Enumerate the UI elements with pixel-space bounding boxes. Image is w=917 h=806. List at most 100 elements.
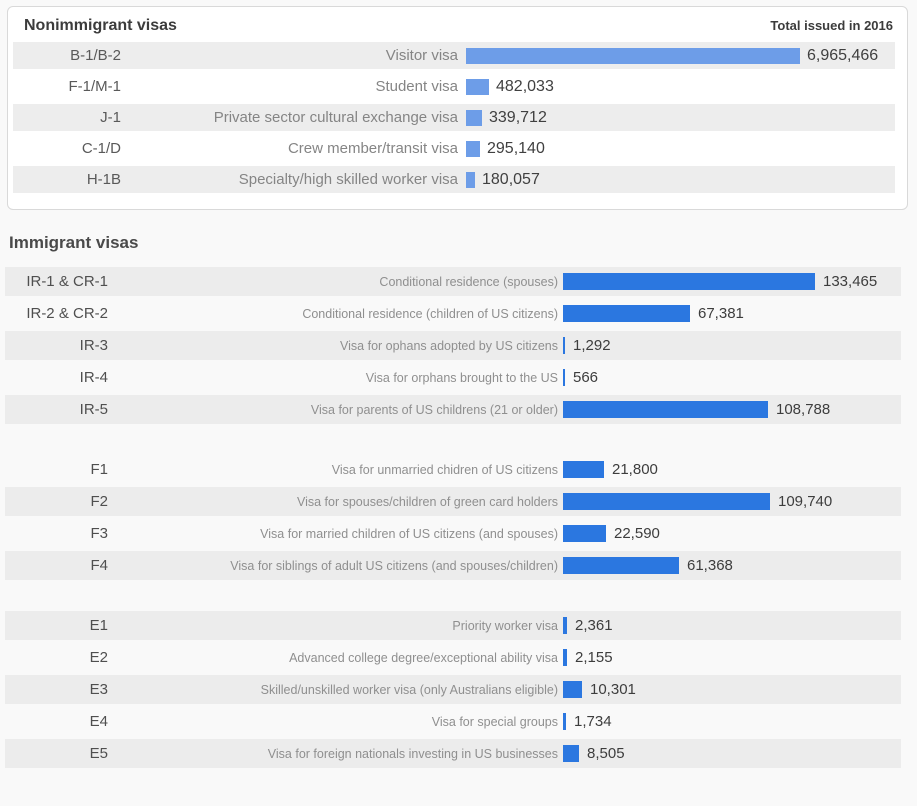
visa-bar bbox=[563, 273, 815, 290]
total-issued-note: Total issued in 2016 bbox=[770, 18, 893, 33]
visa-value: 61,368 bbox=[687, 557, 733, 574]
visa-bar bbox=[466, 172, 475, 188]
visa-description: Conditional residence (children of US ci… bbox=[108, 307, 558, 321]
visa-row: E5Visa for foreign nationals investing i… bbox=[5, 739, 901, 768]
visa-code-label: E2 bbox=[5, 649, 108, 666]
visa-row: E1Priority worker visa 2,361 bbox=[5, 611, 901, 640]
visa-value: 1,734 bbox=[574, 713, 612, 730]
visa-code-label: F2 bbox=[5, 493, 108, 510]
visa-bar bbox=[563, 617, 567, 634]
visa-bar bbox=[563, 649, 567, 666]
visa-value: 482,033 bbox=[496, 78, 554, 96]
visa-description: Visa for married children of US citizens… bbox=[108, 527, 558, 541]
visa-description: Visa for orphans brought to the US bbox=[108, 371, 558, 385]
visa-row: IR-4Visa for orphans brought to the US 56… bbox=[5, 363, 901, 392]
visa-description: Student visa bbox=[121, 78, 458, 95]
visa-description: Crew member/transit visa bbox=[121, 140, 458, 157]
visa-bar bbox=[563, 557, 679, 574]
visa-code-label: IR-1 & CR-1 bbox=[5, 273, 108, 290]
visa-code-label: F4 bbox=[5, 557, 108, 574]
visa-row: F3Visa for married children of US citize… bbox=[5, 519, 901, 548]
visa-code-label: E4 bbox=[5, 713, 108, 730]
visa-code-label: IR-5 bbox=[5, 401, 108, 418]
nonimmigrant-panel: Nonimmigrant visas Total issued in 2016 … bbox=[7, 6, 908, 210]
visa-description: Visa for unmarried chidren of US citizen… bbox=[108, 463, 558, 477]
visa-code-label: B-1/B-2 bbox=[13, 47, 121, 64]
visa-row: C-1/DCrew member/transit visa 295,140 bbox=[13, 135, 895, 162]
visa-row: F4Visa for siblings of adult US citizens… bbox=[5, 551, 901, 580]
visa-description: Visa for siblings of adult US citizens (… bbox=[108, 559, 558, 573]
visa-group-ir: IR-1 & CR-1Conditional residence (spouse… bbox=[5, 267, 901, 424]
visa-row: IR-5Visa for parents of US childrens (21… bbox=[5, 395, 901, 424]
visa-bar bbox=[563, 713, 566, 730]
visa-code-label: IR-2 & CR-2 bbox=[5, 305, 108, 322]
visa-code-label: C-1/D bbox=[13, 140, 121, 157]
visa-value: 67,381 bbox=[698, 305, 744, 322]
visa-code-label: IR-4 bbox=[5, 369, 108, 386]
visa-description: Visa for special groups bbox=[108, 715, 558, 729]
visa-row: B-1/B-2Visitor visa 6,965,466 bbox=[13, 42, 895, 69]
nonimmigrant-title: Nonimmigrant visas bbox=[24, 17, 177, 35]
visa-bar bbox=[563, 461, 604, 478]
visa-description: Advanced college degree/exceptional abil… bbox=[108, 651, 558, 665]
visa-code-label: F3 bbox=[5, 525, 108, 542]
visa-value: 108,788 bbox=[776, 401, 830, 418]
visa-description: Visa for foreign nationals investing in … bbox=[108, 747, 558, 761]
visa-bar bbox=[563, 401, 768, 418]
visa-statistics-page: Nonimmigrant visas Total issued in 2016 … bbox=[0, 0, 917, 806]
visa-value: 339,712 bbox=[489, 109, 547, 127]
visa-description: Skilled/unskilled worker visa (only Aust… bbox=[108, 683, 558, 697]
visa-bar bbox=[466, 141, 480, 157]
visa-value: 133,465 bbox=[823, 273, 877, 290]
visa-row: J-1Private sector cultural exchange visa… bbox=[13, 104, 895, 131]
visa-row: F2Visa for spouses/children of green car… bbox=[5, 487, 901, 516]
visa-description: Visitor visa bbox=[121, 47, 458, 64]
visa-value: 566 bbox=[573, 369, 598, 386]
visa-value: 109,740 bbox=[778, 493, 832, 510]
visa-bar bbox=[563, 337, 565, 354]
visa-value: 10,301 bbox=[590, 681, 636, 698]
visa-bar bbox=[466, 110, 482, 126]
visa-row: E3Skilled/unskilled worker visa (only Au… bbox=[5, 675, 901, 704]
visa-value: 1,292 bbox=[573, 337, 611, 354]
visa-row: H-1BSpecialty/high skilled worker visa 18… bbox=[13, 166, 895, 193]
visa-row: E2Advanced college degree/exceptional ab… bbox=[5, 643, 901, 672]
visa-description: Visa for parents of US childrens (21 or … bbox=[108, 403, 558, 417]
visa-description: Conditional residence (spouses) bbox=[108, 275, 558, 289]
visa-value: 22,590 bbox=[614, 525, 660, 542]
visa-value: 180,057 bbox=[482, 171, 540, 189]
visa-code-label: E1 bbox=[5, 617, 108, 634]
visa-row: F-1/M-1Student visa 482,033 bbox=[13, 73, 895, 100]
immigrant-groups: IR-1 & CR-1Conditional residence (spouse… bbox=[5, 267, 901, 771]
visa-code-label: E3 bbox=[5, 681, 108, 698]
visa-bar bbox=[563, 493, 770, 510]
nonimmigrant-panel-header: Nonimmigrant visas Total issued in 2016 bbox=[8, 7, 907, 35]
visa-bar bbox=[466, 79, 489, 95]
visa-description: Priority worker visa bbox=[108, 619, 558, 633]
visa-bar bbox=[563, 305, 690, 322]
visa-value: 295,140 bbox=[487, 140, 545, 158]
visa-bar bbox=[563, 369, 565, 386]
visa-group-e: E1Priority worker visa 2,361 E2Advanced co… bbox=[5, 611, 901, 768]
visa-value: 2,361 bbox=[575, 617, 613, 634]
visa-row: IR-3Visa for ophans adopted by US citize… bbox=[5, 331, 901, 360]
visa-code-label: F-1/M-1 bbox=[13, 78, 121, 95]
visa-description: Private sector cultural exchange visa bbox=[121, 109, 458, 126]
visa-bar bbox=[563, 745, 579, 762]
immigrant-title: Immigrant visas bbox=[9, 233, 138, 253]
visa-description: Visa for spouses/children of green card … bbox=[108, 495, 558, 509]
visa-description: Specialty/high skilled worker visa bbox=[121, 171, 458, 188]
visa-code-label: F1 bbox=[5, 461, 108, 478]
visa-bar bbox=[563, 525, 606, 542]
visa-code-label: IR-3 bbox=[5, 337, 108, 354]
visa-value: 6,965,466 bbox=[807, 47, 878, 65]
visa-value: 21,800 bbox=[612, 461, 658, 478]
visa-code-label: J-1 bbox=[13, 109, 121, 126]
visa-code-label: H-1B bbox=[13, 171, 121, 188]
visa-row: IR-2 & CR-2Conditional residence (childr… bbox=[5, 299, 901, 328]
visa-code-label: E5 bbox=[5, 745, 108, 762]
visa-bar bbox=[466, 48, 800, 64]
visa-row: F1Visa for unmarried chidren of US citiz… bbox=[5, 455, 901, 484]
visa-group-f: F1Visa for unmarried chidren of US citiz… bbox=[5, 455, 901, 580]
visa-description: Visa for ophans adopted by US citizens bbox=[108, 339, 558, 353]
